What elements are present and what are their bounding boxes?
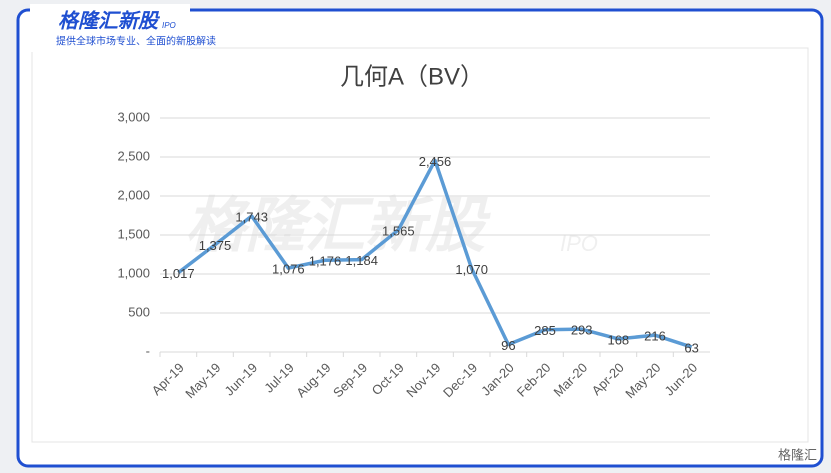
- data-label: 1,375: [199, 238, 232, 253]
- y-tick-label: 500: [128, 304, 150, 319]
- logo-tag: IPO: [162, 21, 176, 30]
- data-label: 1,176: [309, 254, 342, 269]
- data-label: 2,456: [419, 154, 452, 169]
- data-label: 1,743: [235, 209, 268, 224]
- data-label: 1,017: [162, 266, 195, 281]
- data-label: 1,076: [272, 262, 305, 277]
- chart-title: 几何A（BV）: [340, 63, 484, 90]
- y-tick-label: 1,500: [117, 226, 150, 241]
- y-tick-label: 2,500: [117, 148, 150, 163]
- logo: 格隆汇新股: [58, 9, 160, 32]
- data-label: 1,184: [345, 253, 378, 268]
- data-label: 168: [607, 332, 629, 347]
- data-label: 96: [501, 338, 515, 353]
- y-tick-label: -: [146, 343, 150, 358]
- y-tick-label: 1,000: [117, 265, 150, 280]
- tagline: 提供全球市场专业、全面的新股解读: [56, 35, 216, 48]
- watermark: 格隆汇新股: [185, 192, 491, 259]
- line: [177, 158, 693, 349]
- data-label: 216: [644, 329, 666, 344]
- data-label: 63: [684, 341, 698, 356]
- y-tick-label: 2,000: [117, 187, 150, 202]
- data-label: 1,070: [455, 262, 488, 277]
- data-label: 285: [534, 323, 556, 338]
- chart-frame: [31, 47, 809, 443]
- data-label: 293: [571, 323, 593, 338]
- corner-brand: 格隆汇: [778, 447, 817, 462]
- logo-backdrop: [30, 4, 190, 52]
- data-label: 1,565: [382, 223, 415, 238]
- y-tick-label: 3,000: [117, 109, 150, 124]
